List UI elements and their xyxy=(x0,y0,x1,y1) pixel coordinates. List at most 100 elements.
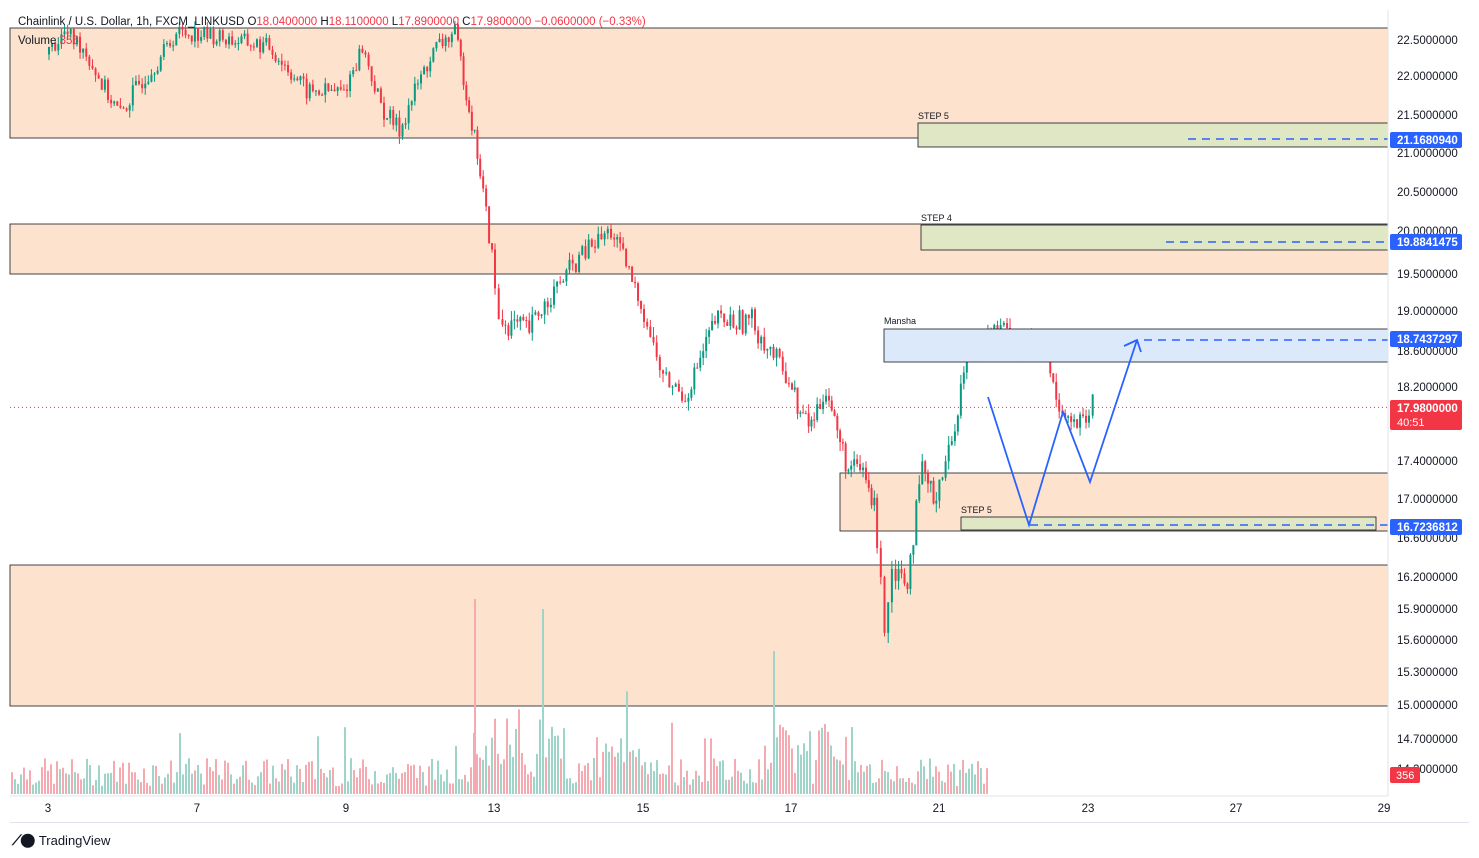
volume-bar xyxy=(431,758,433,794)
volume-value: 356 xyxy=(59,35,79,47)
candle xyxy=(255,39,258,47)
candle xyxy=(1079,414,1082,428)
volume-bar xyxy=(671,722,673,794)
volume-bar xyxy=(809,731,811,794)
candle xyxy=(1088,415,1090,423)
volume-bar xyxy=(647,774,649,794)
volume-bar xyxy=(743,780,745,794)
candle xyxy=(870,487,873,506)
step-box xyxy=(920,224,1389,251)
brand-name: TradingView xyxy=(38,833,111,848)
candle xyxy=(915,500,918,546)
candle xyxy=(383,102,385,120)
candle xyxy=(546,301,549,308)
candle xyxy=(522,316,525,321)
volume-bar xyxy=(848,779,850,794)
volume-bar xyxy=(500,763,502,794)
candle xyxy=(1091,394,1094,416)
candle xyxy=(631,266,634,282)
volume-bar xyxy=(833,756,835,794)
candle xyxy=(778,348,781,357)
volume-bar xyxy=(287,759,289,794)
symbol-header[interactable]: Chainlink / U.S. Dollar, 1h, FXCM_LINKUS… xyxy=(18,16,646,28)
candle xyxy=(935,500,938,504)
candle xyxy=(924,461,927,474)
candle xyxy=(853,459,856,466)
volume-bar xyxy=(491,737,493,794)
volume-bar xyxy=(404,772,406,794)
volume-bar xyxy=(725,779,727,794)
high-label: H xyxy=(320,16,329,28)
candle xyxy=(271,49,274,55)
candle xyxy=(299,76,302,81)
y-tick-label: 15.3000000 xyxy=(1397,667,1458,679)
volume-bar xyxy=(260,772,262,794)
candle xyxy=(944,461,947,478)
volume-tag-text: 356 xyxy=(1396,770,1414,782)
volume-bar xyxy=(383,782,385,794)
volume-bar xyxy=(272,765,274,794)
candle xyxy=(819,404,822,410)
candle xyxy=(735,327,738,330)
candle xyxy=(668,372,671,388)
price-axis-tag-text: 21.1680940 xyxy=(1397,135,1458,147)
volume-bar xyxy=(974,774,976,794)
volume-label: Volume xyxy=(18,35,57,47)
candle xyxy=(1082,414,1085,416)
candle xyxy=(813,419,816,421)
volume-bar xyxy=(152,765,154,794)
volume-bar xyxy=(98,765,100,794)
volume-bar xyxy=(236,778,238,794)
symbol-name[interactable]: Chainlink / U.S. Dollar, 1h, FXCM_LINKUS… xyxy=(18,16,245,28)
volume-bar xyxy=(47,770,49,794)
volume-bar xyxy=(731,776,733,794)
volume-bar xyxy=(311,761,313,794)
volume-bar xyxy=(380,781,382,794)
tradingview-logo-icon: ⟋⬤ xyxy=(12,832,35,848)
candle xyxy=(432,48,435,62)
y-tick-label: 15.0000000 xyxy=(1397,700,1458,712)
volume-bar xyxy=(374,771,376,794)
volume-bar xyxy=(56,761,58,794)
volume-bar xyxy=(884,770,886,794)
candle xyxy=(1085,415,1088,423)
volume-bar xyxy=(494,718,496,794)
candle xyxy=(206,26,209,39)
volume-bar xyxy=(788,735,790,794)
candle xyxy=(628,266,631,268)
y-tick-label: 16.2000000 xyxy=(1397,572,1458,584)
candle xyxy=(513,319,516,321)
volume-bar xyxy=(434,779,436,794)
volume-bar xyxy=(200,773,202,794)
candle xyxy=(138,80,141,85)
candle xyxy=(1002,323,1005,326)
volume-legend[interactable]: Volume 356 xyxy=(18,35,79,47)
candle xyxy=(658,357,661,371)
candle xyxy=(48,46,50,55)
candle xyxy=(587,239,590,259)
volume-bar xyxy=(797,745,799,794)
candle xyxy=(711,320,714,331)
y-tick-label: 21.0000000 xyxy=(1397,148,1458,160)
volume-bar xyxy=(77,773,79,794)
volume-bars xyxy=(11,599,988,794)
tradingview-logo[interactable]: ⟋⬤ TradingView xyxy=(12,832,110,849)
volume-bar xyxy=(269,783,271,794)
volume-bar xyxy=(896,766,898,794)
candle xyxy=(519,316,522,322)
volume-bar xyxy=(740,772,742,794)
candle xyxy=(479,158,482,177)
candle xyxy=(453,24,456,35)
candles-layer xyxy=(48,17,1094,643)
volume-bar xyxy=(179,733,181,794)
candle xyxy=(507,325,510,336)
high-value: 18.1100000 xyxy=(328,16,389,28)
candle xyxy=(769,346,772,350)
candle xyxy=(830,400,833,411)
current-price-text: 17.9800000 xyxy=(1397,403,1458,415)
close-label: C xyxy=(462,16,471,28)
candle xyxy=(246,33,249,46)
volume-bar xyxy=(485,745,487,794)
candle xyxy=(69,29,72,35)
